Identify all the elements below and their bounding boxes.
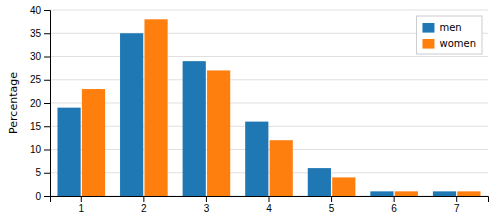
bar: [308, 168, 331, 196]
legend: men women: [416, 16, 482, 54]
tick-mark: [269, 196, 270, 202]
bar: [245, 122, 268, 196]
tick: 25: [30, 74, 50, 85]
legend-box: [416, 16, 482, 54]
tick-mark: [394, 196, 395, 202]
grid-line: [50, 126, 488, 127]
tick-label: 5: [35, 167, 41, 178]
tick-mark: [143, 196, 144, 202]
bar: [144, 19, 167, 196]
tick: 5: [35, 167, 50, 178]
bar: [207, 70, 230, 196]
axis-line: [44, 11, 51, 197]
tick-label: 2: [141, 203, 147, 214]
tick-mark: [44, 80, 50, 81]
tick-label: 15: [30, 121, 42, 132]
tick-mark: [331, 196, 332, 202]
bar: [82, 89, 105, 196]
tick-mark: [44, 103, 50, 104]
tick-mark: [44, 196, 50, 197]
bar: [120, 33, 143, 196]
grid-line: [50, 79, 488, 80]
chart-container: 1 2 3 4 5 6 7 0 5 10 15 20 25 30 35 40 men women Percentag…: [0, 0, 500, 220]
tick-mark: [44, 173, 50, 174]
tick-mark: [44, 150, 50, 151]
tick-label: 20: [30, 98, 42, 109]
tick-label: 7: [454, 203, 460, 214]
chart: 1 2 3 4 5 6 7 0 5 10 15 20 25 30 35 40 men women Percentag…: [0, 0, 500, 220]
tick: 6: [391, 196, 397, 214]
tick-label: 35: [30, 28, 42, 39]
tick: 30: [30, 51, 50, 62]
tick: 0: [35, 191, 50, 202]
bar: [332, 177, 355, 196]
tick: 7: [454, 196, 460, 214]
tick: 2: [141, 196, 147, 214]
tick: 1: [79, 196, 85, 214]
y-axis: 0 5 10 15 20 25 30 35 40: [30, 5, 51, 202]
grid: [50, 10, 488, 196]
bar: [457, 191, 480, 196]
tick: 20: [30, 98, 50, 109]
tick-label: 0: [35, 191, 41, 202]
axis-line: [51, 197, 489, 203]
plot: 1 2 3 4 5 6 7 0 5 10 15 20 25 30 35 40 men women: [30, 5, 489, 214]
tick-label: 6: [391, 203, 397, 214]
tick-label: 40: [30, 5, 42, 16]
legend-swatch: [422, 23, 434, 33]
tick: 15: [30, 121, 50, 132]
tick-label: 30: [30, 51, 42, 62]
tick-label: 4: [266, 203, 272, 214]
tick-label: 1: [79, 203, 85, 214]
bar-series: [57, 33, 456, 196]
bar: [433, 191, 456, 196]
grid-line: [50, 172, 488, 173]
grid-line: [50, 103, 488, 104]
x-axis: 1 2 3 4 5 6 7: [51, 196, 489, 214]
legend-item: men: [422, 22, 461, 33]
legend-label: men: [439, 22, 461, 33]
tick: 40: [30, 5, 50, 16]
bar: [370, 191, 393, 196]
legend-label: women: [439, 38, 476, 49]
legend-item: women: [422, 38, 476, 49]
y-axis-title: Percentage: [7, 72, 20, 134]
tick-mark: [81, 196, 82, 202]
tick-mark: [44, 10, 50, 11]
tick: 35: [30, 28, 50, 39]
tick: 10: [30, 144, 50, 155]
tick-mark: [206, 196, 207, 202]
tick-label: 3: [204, 203, 210, 214]
bar: [270, 140, 293, 196]
tick-label: 10: [30, 144, 42, 155]
tick-mark: [456, 196, 457, 202]
tick-mark: [44, 126, 50, 127]
tick: 4: [266, 196, 272, 214]
tick-mark: [44, 57, 50, 58]
tick: 3: [204, 196, 210, 214]
legend-swatch: [422, 39, 434, 49]
tick-mark: [44, 33, 50, 34]
tick-label: 25: [30, 74, 42, 85]
tick-label: 5: [329, 203, 335, 214]
grid-line: [50, 149, 488, 150]
grid-line: [50, 56, 488, 57]
bar: [183, 61, 206, 196]
bar: [57, 108, 80, 196]
bar: [395, 191, 418, 196]
grid-line: [50, 10, 488, 11]
tick: 5: [329, 196, 335, 214]
